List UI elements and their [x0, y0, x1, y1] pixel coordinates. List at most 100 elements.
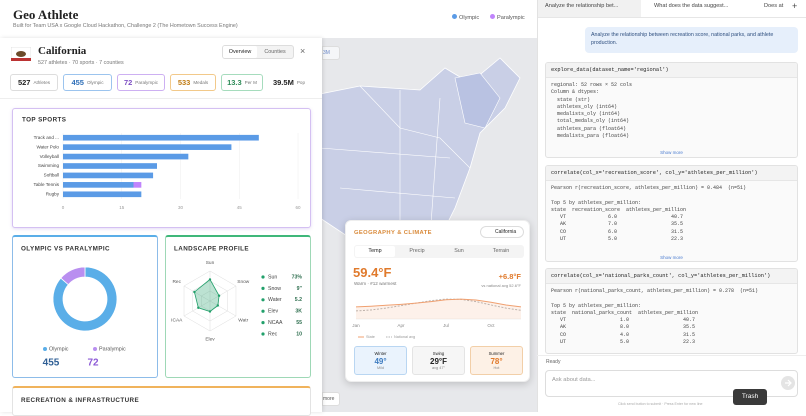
season-label: Summer [488, 351, 505, 356]
axis-label: Snow [237, 279, 250, 285]
axis-label: Elev [205, 337, 215, 343]
list-dot [261, 332, 265, 336]
legend-item: Olympic [452, 14, 479, 21]
radar-point [193, 290, 196, 294]
list-value: 73% [292, 274, 303, 280]
tool-call: correlate(col_x='national_parks_count', … [545, 268, 798, 354]
tab[interactable]: Precip [409, 248, 425, 254]
season-box: Swing 29°F avg 47° [412, 346, 465, 375]
list-dot [261, 309, 265, 313]
list-label: Elev [268, 309, 278, 315]
y-tick-label: Water Polo [36, 144, 59, 149]
divider [537, 355, 806, 356]
season-note: Hot [493, 366, 500, 370]
send-button[interactable] [780, 375, 796, 391]
radar-axis [209, 285, 237, 302]
list-value: 3K [295, 309, 302, 315]
state-flag [11, 47, 31, 61]
x-tick-label: 30 [178, 205, 184, 210]
tab[interactable]: Sun [454, 248, 464, 254]
climate-value: 59.4°F [353, 265, 392, 280]
stat-label: Athletes [33, 80, 51, 85]
card-title: GEOGRAPHY & CLIMATE [354, 230, 432, 236]
chat-tab-active [538, 0, 641, 17]
tab[interactable]: Terrain [492, 248, 510, 254]
y-tick-label: Track and ... [34, 135, 59, 140]
state-summary: 527 athletes · 70 sports · 7 counties [38, 60, 124, 66]
list-dot [261, 298, 265, 302]
climate-delta: +6.8°F [498, 272, 521, 281]
legend-swatch [43, 347, 47, 351]
state-chip[interactable]: California [480, 226, 524, 238]
map-region[interactable] [454, 72, 501, 129]
stat: 13.3 Per M [221, 74, 263, 91]
tool-call: correlate(col_x='recreation_score', col_… [545, 165, 798, 262]
radar-axis [183, 300, 211, 317]
list-value: 10 [296, 331, 302, 337]
map-borders [319, 85, 471, 248]
chat-tab[interactable]: Does at [764, 3, 784, 9]
legend-label: National avg [394, 335, 415, 339]
bar [63, 163, 157, 169]
legend-label: Paralympic [99, 346, 126, 352]
x-tick-label: 60 [295, 205, 301, 210]
chart-title: TOP SPORTS [22, 117, 66, 124]
chat-tab[interactable]: Analyze the relationship bet... [545, 3, 619, 9]
season-value: 29°F [430, 357, 447, 366]
tab[interactable]: Temp [355, 246, 395, 257]
chat-input[interactable]: Ask about data... [545, 370, 798, 397]
bar [63, 172, 154, 179]
legend-swatch [93, 347, 97, 351]
climate-national: vs national avg 52.6°F [481, 283, 521, 288]
tool-call-header: explore_data(dataset_name='regional') [546, 63, 797, 78]
tab[interactable]: Counties [264, 49, 286, 55]
radar-point [197, 306, 200, 309]
tab[interactable]: Overview [223, 46, 257, 58]
tool-call: explore_data(dataset_name='regional') re… [545, 62, 798, 158]
tool-output: Pearson r(recreation_score, athletes_per… [551, 185, 747, 243]
y-tick-label: Volleyball [40, 154, 59, 159]
pie-slice [52, 266, 118, 332]
top-sports-chart: TOP SPORTS 0 15 30 45 60 Track and ... Water Po… [22, 117, 301, 211]
status: Ready [546, 359, 561, 365]
user-message: Analyze the relationship between recreat… [585, 27, 798, 53]
x-tick-label: Oct [487, 323, 495, 328]
map-button[interactable]: more [322, 392, 340, 406]
list-dot [261, 286, 265, 290]
list-label: NCAA [268, 320, 283, 326]
pie-slice [60, 266, 86, 286]
temperature-chart: Jan Apr Jul Oct State National avg [352, 298, 522, 339]
x-tick-label: Apr [397, 323, 405, 328]
card: LANDSCAPE PROFILE Sun Snow Watr Elev ICAA Rec S… [165, 235, 311, 378]
chat-tab[interactable]: What does the data suggest... [654, 3, 729, 9]
olympic-paralympic-chart: OLYMPIC VS PARALYMPIC Olympic 455 Paralympi… [21, 246, 126, 369]
close-button[interactable]: × [300, 46, 306, 56]
line [355, 298, 522, 308]
tool-call-header: correlate(col_x='national_parks_count', … [546, 269, 797, 284]
tool-call-header: correlate(col_x='recreation_score', col_… [546, 166, 797, 181]
axis-label: Rec [172, 279, 181, 285]
radar-point [217, 294, 221, 297]
season-note: avg 47° [432, 366, 445, 370]
stat: 527 Athletes [10, 74, 58, 91]
bar [63, 182, 134, 188]
chat-tabs [538, 0, 806, 18]
radar-point [208, 278, 212, 281]
tab-group [354, 245, 524, 258]
y-tick-label: Softball [44, 173, 59, 178]
stat: 72 Paralympic [117, 74, 165, 91]
season-label: Swing [432, 351, 445, 356]
show-more[interactable]: Show more [660, 255, 683, 260]
season-box: Winter 49° Mild [354, 346, 407, 375]
show-more[interactable]: Show more [660, 150, 683, 155]
stat-value: 455 [71, 78, 84, 87]
add-tab[interactable]: + [792, 1, 798, 11]
map-button[interactable]: 3M [322, 46, 340, 60]
list-label: Rec [268, 331, 278, 337]
stat-value: 13.3 [227, 78, 242, 87]
season-value: 78° [490, 357, 503, 366]
stat-label: Per M [244, 80, 257, 85]
season-value: 49° [374, 357, 387, 366]
axis-label: Sun [206, 260, 215, 266]
